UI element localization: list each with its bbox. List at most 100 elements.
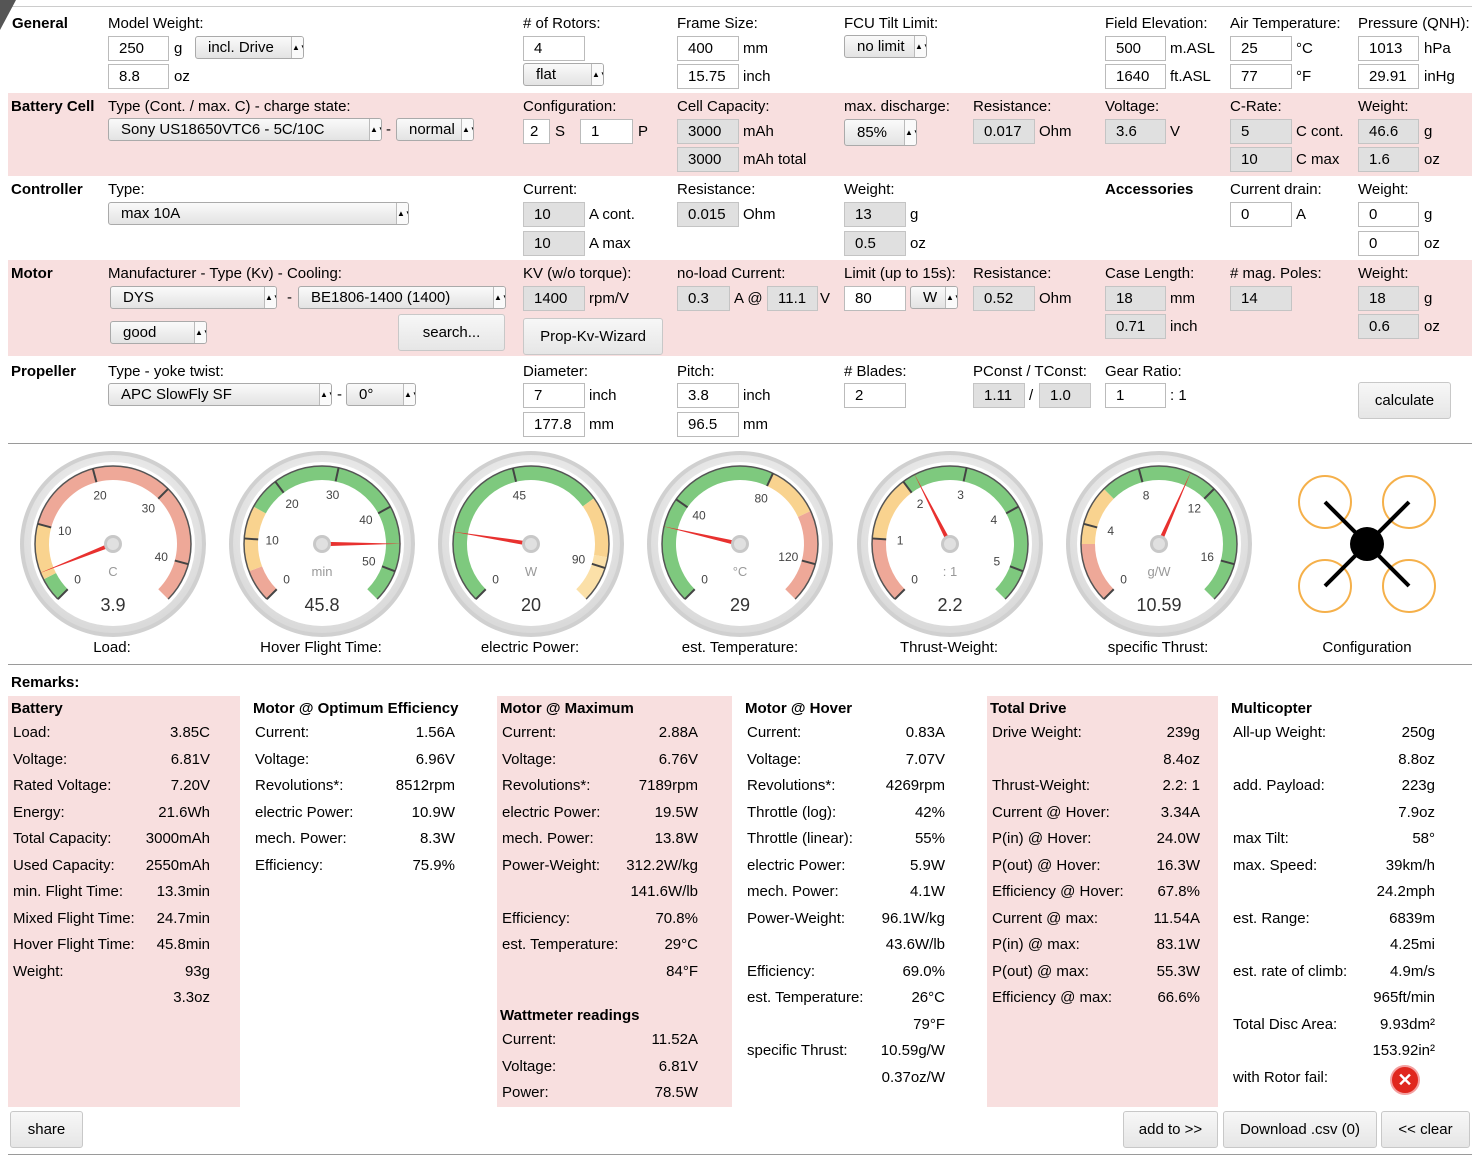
gauge-value: 3.9	[100, 595, 125, 615]
accessories-weight-g-input[interactable]: 0	[1358, 202, 1419, 227]
chevron-down-icon: ▲▼	[264, 287, 276, 308]
opt-res-title: Motor @ Optimum Efficiency	[253, 700, 459, 717]
result-value: 7.20 V	[170, 777, 210, 794]
chevron-down-icon: ▲▼	[369, 119, 381, 140]
model-weight-g-input[interactable]: 250	[108, 36, 169, 61]
controller-resistance-value: 0.015	[677, 202, 739, 227]
pitch-mm-input[interactable]: 96.5	[677, 412, 739, 437]
add-to-button[interactable]: add to >>	[1123, 1111, 1218, 1148]
result-value: 965 ft/min	[1373, 989, 1435, 1006]
a-max-unit: A max	[589, 235, 631, 252]
result-label: electric Power:	[502, 803, 601, 821]
gauge-tick-label: 4	[991, 513, 998, 527]
diameter-mm-input[interactable]: 177.8	[523, 412, 585, 437]
result-label: Voltage:	[255, 750, 310, 768]
limit-input[interactable]: 80	[844, 286, 906, 311]
motor-weight-oz: 0.6	[1358, 314, 1419, 339]
prop-type-select[interactable]: APC SlowFly SF ▲▼	[108, 383, 332, 406]
result-label: All-up Weight:	[1233, 724, 1327, 741]
max-discharge-select[interactable]: 85% ▲▼	[844, 119, 917, 146]
fcu-select[interactable]: no limit ▲▼	[844, 35, 927, 58]
clear-button[interactable]: << clear	[1381, 1111, 1470, 1148]
current-drain-label: Current drain:	[1230, 181, 1322, 198]
battery-type-select[interactable]: Sony US18650VTC6 - 5C/10C ▲▼	[108, 118, 382, 141]
current-drain-input[interactable]: 0	[1230, 202, 1292, 227]
result-value: 19.5 W	[654, 803, 698, 821]
gear-input[interactable]: 1	[1105, 383, 1166, 408]
result-label: P(in) @ Hover:	[992, 830, 1092, 847]
pressure-inhg-input[interactable]: 29.91	[1358, 64, 1419, 89]
elevation-ft-input[interactable]: 1640	[1105, 64, 1166, 89]
pressure-hpa-input[interactable]: 1013	[1358, 36, 1419, 61]
gauge-band	[662, 466, 773, 600]
c-max-unit: C max	[1296, 151, 1340, 168]
noload-a-value: 0.3	[677, 286, 730, 311]
result-label: Voltage:	[502, 750, 557, 768]
search-button[interactable]: search...	[398, 314, 505, 351]
cells-s-input[interactable]: 2	[523, 119, 550, 144]
gauge-tick-label: 1	[897, 533, 904, 547]
unit-mm: mm	[743, 40, 768, 57]
accessories-weight-label: Weight:	[1358, 181, 1409, 198]
frame-label: Frame Size:	[677, 15, 758, 32]
fcu-value: no limit	[857, 38, 905, 55]
chevron-down-icon: ▲▼	[194, 322, 206, 343]
gauge-value: 10.59	[1136, 595, 1181, 615]
gauge-power: 0 45 90 W 20	[438, 451, 624, 637]
result-value: 83.1 W	[1156, 936, 1200, 953]
result-label: add. Payload:	[1233, 777, 1325, 794]
result-value: 24.0 W	[1156, 830, 1200, 847]
diameter-in-input[interactable]: 7	[523, 383, 585, 408]
propeller-title: Propeller	[11, 363, 77, 380]
temp-c-input[interactable]: 25	[1230, 36, 1292, 61]
result-label: Hover Flight Time:	[13, 936, 135, 953]
result-value: 24.7 min	[156, 909, 210, 927]
result-label: Power:	[502, 1084, 549, 1101]
temp-f-input[interactable]: 77	[1230, 64, 1292, 89]
gauge-temp: 0 40 80 120 °C 29	[647, 451, 833, 637]
motor-mfr-select[interactable]: DYS ▲▼	[110, 286, 277, 309]
result-value: 6839 m	[1389, 909, 1435, 927]
result-value: 11.52 A	[651, 1031, 698, 1048]
accessories-weight-oz-input[interactable]: 0	[1358, 231, 1419, 256]
pitch-in-input[interactable]: 3.8	[677, 383, 739, 408]
rotors-input[interactable]: 4	[523, 36, 585, 61]
calculate-button[interactable]: calculate	[1358, 382, 1451, 419]
cooling-select[interactable]: good ▲▼	[110, 321, 207, 344]
unit-c: °C	[1296, 40, 1313, 57]
motor-type-select[interactable]: BE1806-1400 (1400) ▲▼	[298, 286, 506, 309]
blades-input[interactable]: 2	[844, 383, 906, 408]
result-value: 0.83 A	[905, 724, 945, 741]
share-button[interactable]: share	[10, 1111, 83, 1148]
download-csv-button[interactable]: Download .csv (0)	[1223, 1111, 1377, 1148]
cells-p-input[interactable]: 1	[580, 119, 633, 144]
result-value: 141.6 W/lb	[630, 883, 698, 900]
result-value: 239 g	[1166, 724, 1200, 741]
charge-state-select[interactable]: normal ▲▼	[396, 118, 474, 141]
rotors-label: # of Rotors:	[523, 15, 601, 32]
result-label: Efficiency @ Hover:	[992, 883, 1124, 900]
frame-inch-input[interactable]: 15.75	[677, 64, 739, 89]
prop-kv-wizard-button[interactable]: Prop-Kv-Wizard	[523, 318, 663, 355]
c-cont-unit: C cont.	[1296, 123, 1344, 140]
result-value: 11.54 A	[1153, 909, 1200, 927]
controller-type-select[interactable]: max 10A ▲▼	[108, 202, 409, 225]
result-value: 8.3 W	[419, 830, 455, 847]
capacity-unit: mAh	[743, 123, 774, 140]
result-value: 7.07 V	[905, 750, 945, 768]
frame-mm-input[interactable]: 400	[677, 36, 739, 61]
twist-select[interactable]: 0° ▲▼	[346, 383, 416, 406]
gauge-load: 0 10 20 30 40 C 3.9	[20, 451, 206, 637]
unit-inch: inch	[743, 68, 771, 85]
layout-select[interactable]: flat ▲▼	[523, 63, 604, 86]
incl-drive-select[interactable]: incl. Drive ▲▼	[195, 36, 304, 59]
elevation-m-input[interactable]: 500	[1105, 36, 1166, 61]
gauge-unit: W	[525, 564, 538, 579]
result-value: 4.25 mi	[1389, 936, 1435, 953]
motor-mfr-value: DYS	[123, 289, 154, 306]
model-weight-oz-input[interactable]: 8.8	[108, 64, 169, 89]
result-label: min. Flight Time:	[13, 883, 124, 900]
limit-unit-select[interactable]: W ▲▼	[910, 286, 958, 309]
result-value: 8.4 oz	[1163, 750, 1200, 768]
gauge-value: 2.2	[937, 595, 962, 615]
